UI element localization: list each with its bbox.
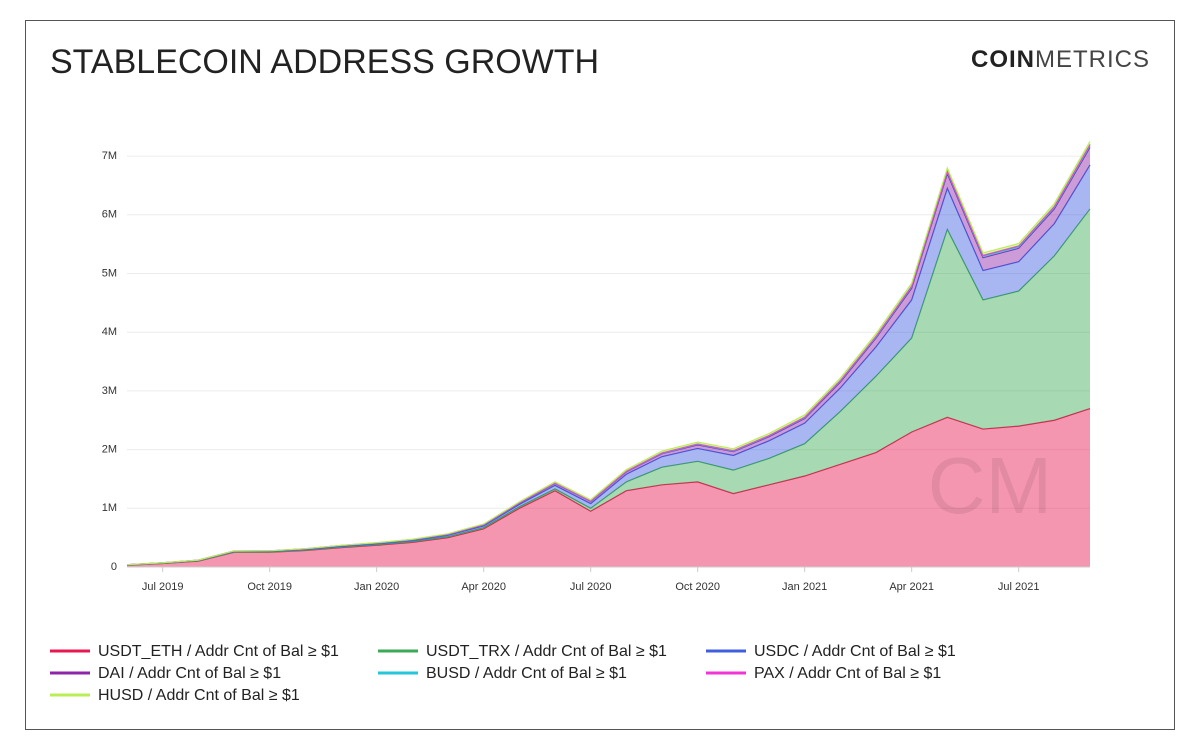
y-tick-label: 1M [102, 502, 117, 514]
x-tick-label: Jan 2020 [354, 581, 399, 593]
logo: COINMETRICS [971, 46, 1150, 73]
legend-label: HUSD / Addr Cnt of Bal ≥ $1 [98, 687, 300, 704]
legend-label: USDT_ETH / Addr Cnt of Bal ≥ $1 [98, 643, 339, 660]
y-tick-label: 5M [102, 267, 117, 279]
area [127, 408, 1090, 567]
x-tick-label: Apr 2021 [889, 581, 934, 593]
area-line [126, 208, 1091, 566]
area [127, 208, 1090, 566]
y-tick-label: 2M [102, 444, 117, 456]
frame [25, 20, 1175, 730]
chart-title: STABLECOIN ADDRESS GROWTH [50, 43, 599, 81]
x-tick-label: Oct 2020 [675, 581, 720, 593]
y-tick-label: 3M [102, 385, 117, 397]
logo-light: METRICS [1035, 46, 1150, 73]
x-tick-label: Jan 2021 [782, 581, 827, 593]
x-tick-label: Jul 2019 [142, 581, 184, 593]
y-tick-label: 6M [102, 209, 117, 221]
x-tick-label: Jul 2021 [998, 581, 1040, 593]
legend-label: PAX / Addr Cnt of Bal ≥ $1 [754, 665, 941, 682]
logo-bold: COIN [971, 46, 1035, 73]
y-tick-label: 7M [102, 150, 117, 162]
areas [126, 141, 1091, 567]
axes: 0 1M 2M 3M 4M 5M 6M 7M Jul 2019 Oct 2019 Jan 2020 A… [102, 150, 1090, 593]
legend-label: DAI / Addr Cnt of Bal ≥ $1 [98, 665, 281, 682]
legend-label: USDC / Addr Cnt of Bal ≥ $1 [754, 643, 956, 660]
watermark: CM [928, 441, 1052, 530]
x-tick-label: Jul 2020 [570, 581, 612, 593]
area-line [126, 141, 1091, 566]
x-tick-label: Oct 2019 [247, 581, 292, 593]
legend-label: USDT_TRX / Addr Cnt of Bal ≥ $1 [426, 643, 667, 660]
legend: USDT_ETH / Addr Cnt of Bal ≥ $1 USDT_TRX … [50, 643, 956, 704]
legend-label: BUSD / Addr Cnt of Bal ≥ $1 [426, 665, 627, 682]
y-tick-label: 0 [111, 561, 117, 573]
x-tick-label: Apr 2020 [461, 581, 506, 593]
y-tick-label: 4M [102, 326, 117, 338]
